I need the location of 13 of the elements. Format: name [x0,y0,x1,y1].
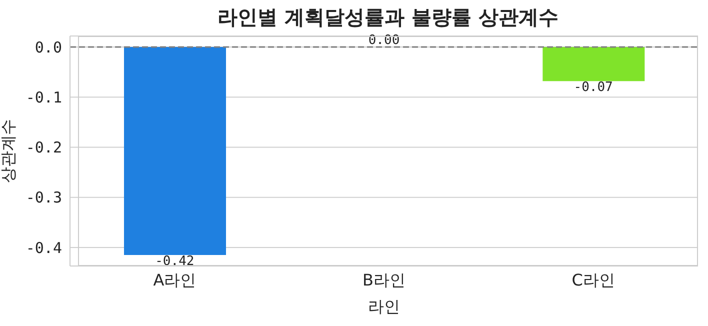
x-axis-title: 라인 [368,297,400,316]
y-tick-label: 0.0 [34,38,62,56]
x-tick-label: C라인 [572,270,615,290]
y-tick-label: -0.2 [26,138,62,157]
x-tick-label: B라인 [362,270,406,290]
data-label: -0.07 [574,80,613,96]
y-tick-label: -0.3 [26,188,62,207]
chart-title: 라인별 계획달성률과 불량률 상관계수 [216,4,560,31]
y-tick-label: -0.4 [26,238,62,257]
y-axis-title: 상관계수 [0,119,18,183]
y-tick-label: -0.1 [26,88,62,106]
x-tick-label: A라인 [153,270,196,290]
data-label: -0.42 [155,254,194,269]
